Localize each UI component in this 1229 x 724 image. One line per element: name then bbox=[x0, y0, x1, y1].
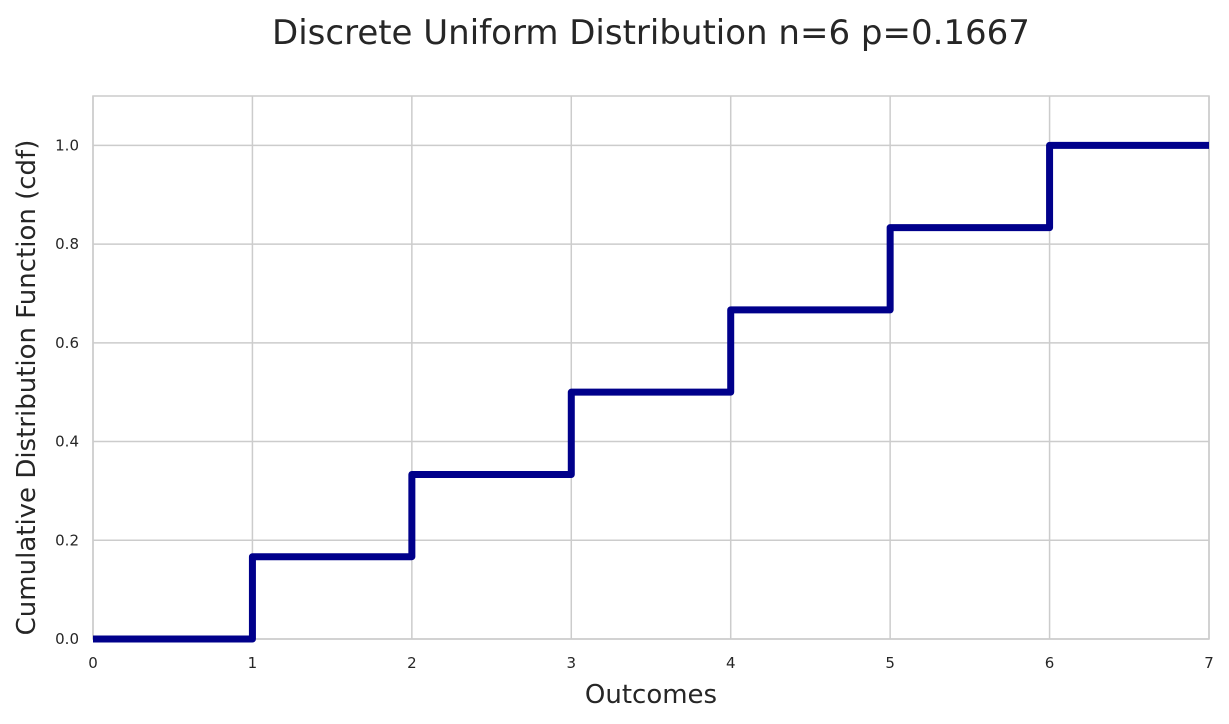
y-tick-label: 0.0 bbox=[55, 630, 79, 648]
x-tick-label: 7 bbox=[1204, 654, 1214, 672]
x-axis-label: Outcomes bbox=[585, 680, 717, 710]
y-tick-label: 1.0 bbox=[55, 136, 79, 154]
x-tick-label: 6 bbox=[1045, 654, 1055, 672]
plot-frame bbox=[92, 95, 1210, 640]
y-tick-label: 0.2 bbox=[55, 531, 79, 549]
cdf-step-line bbox=[93, 141, 1209, 643]
y-axis-label: Cumulative Distribution Function (cdf) bbox=[12, 140, 42, 636]
series-layer bbox=[93, 141, 1209, 643]
y-tick-label: 0.6 bbox=[55, 334, 79, 352]
x-tick-label: 1 bbox=[248, 654, 258, 672]
y-tick-label: 0.4 bbox=[55, 433, 79, 451]
x-tick-label: 2 bbox=[407, 654, 417, 672]
tick-layer: 0 1 2 3 4 5 6 7 0.0 0.2 0.4 0.6 0.8 1.0 bbox=[55, 136, 1214, 672]
chart-title: Discrete Uniform Distribution n=6 p=0.16… bbox=[272, 13, 1030, 53]
y-tick-label: 0.8 bbox=[55, 235, 79, 253]
x-tick-label: 5 bbox=[885, 654, 895, 672]
x-tick-label: 3 bbox=[567, 654, 577, 672]
x-tick-label: 4 bbox=[726, 654, 736, 672]
x-tick-label: 0 bbox=[88, 654, 98, 672]
grid-layer bbox=[92, 96, 1210, 640]
